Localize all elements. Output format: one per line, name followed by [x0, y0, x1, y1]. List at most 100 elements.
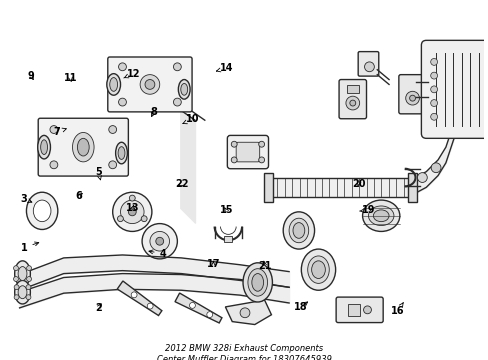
Text: 14: 14 [216, 63, 233, 73]
Circle shape [409, 95, 415, 101]
Circle shape [173, 98, 181, 106]
Text: 3: 3 [20, 194, 32, 204]
Text: 2: 2 [95, 303, 102, 313]
Ellipse shape [301, 249, 335, 290]
Ellipse shape [18, 286, 27, 299]
Circle shape [14, 276, 19, 282]
Ellipse shape [33, 200, 51, 222]
Text: 15: 15 [219, 206, 233, 215]
Circle shape [128, 208, 136, 216]
Ellipse shape [362, 200, 399, 231]
Text: 13: 13 [126, 203, 139, 213]
Ellipse shape [243, 263, 272, 302]
Circle shape [26, 295, 31, 300]
Circle shape [430, 113, 437, 120]
Circle shape [258, 157, 264, 163]
Bar [346, 85, 358, 93]
Ellipse shape [247, 269, 267, 296]
Ellipse shape [15, 261, 30, 286]
Circle shape [405, 91, 419, 105]
Ellipse shape [26, 192, 58, 229]
Circle shape [26, 285, 31, 290]
Text: 6: 6 [76, 191, 82, 201]
Ellipse shape [109, 78, 117, 91]
Text: 18: 18 [294, 302, 307, 312]
Ellipse shape [178, 80, 190, 99]
Ellipse shape [41, 140, 47, 154]
FancyBboxPatch shape [227, 135, 268, 169]
Circle shape [145, 80, 155, 89]
Ellipse shape [251, 274, 263, 291]
Circle shape [430, 72, 437, 79]
Text: 2012 BMW 328i Exhaust Components
Center Muffler Diagram for 18307645939: 2012 BMW 328i Exhaust Components Center … [157, 344, 331, 360]
Circle shape [240, 308, 249, 318]
Circle shape [26, 266, 31, 271]
Text: 22: 22 [175, 179, 188, 189]
Ellipse shape [311, 261, 325, 279]
Circle shape [206, 312, 212, 318]
FancyBboxPatch shape [335, 297, 383, 323]
Ellipse shape [307, 256, 328, 283]
Text: 9: 9 [28, 71, 35, 81]
Text: 5: 5 [95, 167, 102, 180]
Polygon shape [175, 293, 222, 323]
FancyBboxPatch shape [357, 51, 378, 76]
Circle shape [364, 62, 374, 72]
Bar [407, 173, 417, 202]
Text: 8: 8 [150, 107, 157, 117]
Circle shape [150, 231, 169, 251]
Circle shape [14, 266, 19, 271]
Circle shape [430, 163, 440, 173]
FancyBboxPatch shape [398, 75, 426, 114]
Circle shape [26, 276, 31, 282]
Text: 19: 19 [359, 206, 375, 215]
FancyBboxPatch shape [338, 80, 366, 119]
Ellipse shape [15, 280, 30, 304]
Polygon shape [225, 300, 271, 325]
Circle shape [131, 292, 137, 298]
Ellipse shape [181, 84, 187, 95]
Text: 17: 17 [206, 259, 220, 269]
Circle shape [112, 192, 152, 231]
Ellipse shape [38, 135, 50, 159]
Circle shape [349, 100, 355, 106]
Circle shape [118, 63, 126, 71]
Circle shape [430, 86, 437, 93]
Circle shape [430, 100, 437, 107]
Text: 10: 10 [183, 114, 199, 124]
Circle shape [117, 216, 123, 222]
Text: 4: 4 [149, 249, 166, 258]
Circle shape [430, 58, 437, 65]
Circle shape [363, 306, 371, 314]
Circle shape [417, 173, 427, 183]
FancyBboxPatch shape [421, 40, 488, 138]
FancyBboxPatch shape [38, 118, 128, 176]
Circle shape [14, 295, 19, 300]
Ellipse shape [368, 206, 393, 226]
Text: 16: 16 [390, 303, 404, 316]
Bar [224, 236, 232, 242]
Circle shape [173, 63, 181, 71]
Circle shape [141, 216, 147, 222]
Circle shape [50, 126, 58, 134]
Text: 11: 11 [63, 73, 77, 83]
Bar [263, 173, 273, 202]
Text: 12: 12 [123, 69, 140, 79]
Ellipse shape [115, 142, 127, 164]
Circle shape [140, 75, 160, 94]
Circle shape [189, 302, 195, 309]
Circle shape [142, 224, 177, 259]
Circle shape [108, 161, 116, 169]
Ellipse shape [292, 222, 304, 238]
Ellipse shape [72, 132, 94, 162]
Circle shape [156, 237, 163, 245]
Text: 1: 1 [20, 242, 39, 252]
Polygon shape [117, 281, 162, 315]
Ellipse shape [106, 74, 120, 95]
Circle shape [345, 96, 359, 110]
Circle shape [14, 285, 19, 290]
Circle shape [258, 141, 264, 147]
Circle shape [118, 98, 126, 106]
Ellipse shape [118, 147, 125, 159]
Circle shape [147, 303, 153, 309]
